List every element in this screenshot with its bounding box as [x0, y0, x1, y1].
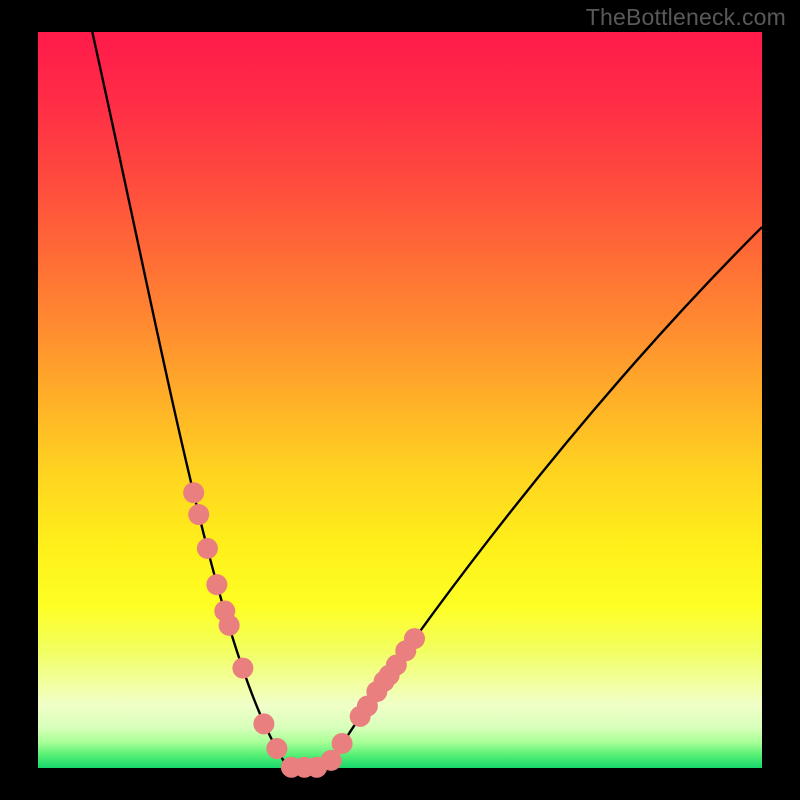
watermark-text: TheBottleneck.com — [586, 4, 786, 31]
chart-root: TheBottleneck.com — [0, 0, 800, 800]
plot-area — [38, 32, 762, 768]
